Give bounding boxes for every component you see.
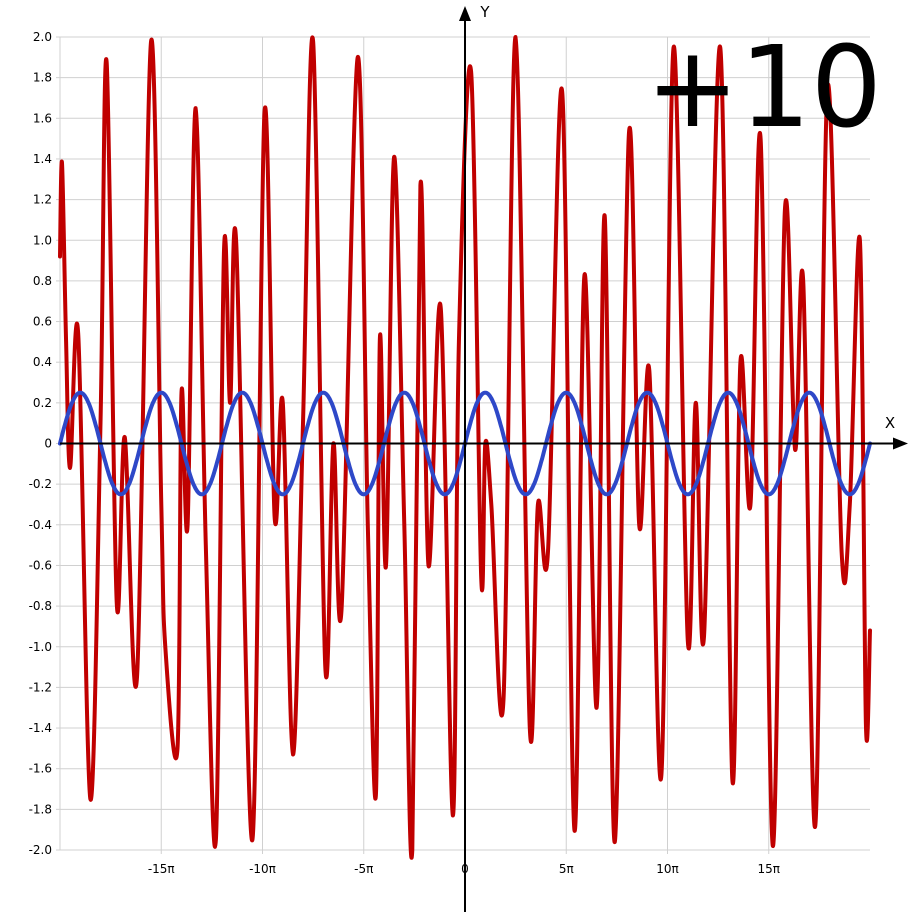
x-tick-label: 15π [758,862,781,876]
y-tick-label: -1.0 [29,640,52,654]
y-tick-label: -0.8 [29,599,52,613]
axes [60,6,908,912]
x-axis-title: X [885,414,895,432]
x-tick-label: 10π [656,862,679,876]
y-tick-label: -1.8 [29,802,52,816]
x-tick-label: -10π [249,862,276,876]
x-tick-label: -5π [354,862,373,876]
y-tick-label: -1.6 [29,762,52,776]
y-tick-label: 0.4 [33,355,52,369]
series-line-red [58,34,872,860]
y-tick-label: -1.2 [29,680,52,694]
y-tick-label: -0.6 [29,558,52,572]
y-tick-label: 1.8 [33,71,52,85]
y-tick-label: 1.4 [33,152,52,166]
tick-labels: 2.0 1.8 1.6 1.4 1.2 1.0 0.8 0.6 0.4 0.2 0 -0.2 -0.4 -… [29,30,780,876]
x-tick-label: 5π [559,862,574,876]
y-axis-arrow [459,6,471,21]
y-tick-label: 0 [44,437,52,451]
y-tick-label: 0.8 [33,274,52,288]
y-tick-label: 1.2 [33,193,52,207]
corner-label: +10 [646,23,882,153]
y-tick-label: 1.6 [33,111,52,125]
x-tick-label: 0 [461,862,469,876]
y-tick-label: 2.0 [33,30,52,44]
y-tick-label: -0.4 [29,518,52,532]
y-tick-label: 0.2 [33,396,52,410]
x-axis-arrow [893,437,908,450]
y-tick-label: -0.2 [29,477,52,491]
y-tick-label: 1.0 [33,233,52,247]
y-tick-label: -2.0 [29,843,52,857]
x-tick-label: -15π [148,862,175,876]
y-tick-label: 0.6 [33,315,52,329]
y-axis-title: Y [479,3,490,21]
y-tick-label: -1.4 [29,721,52,735]
